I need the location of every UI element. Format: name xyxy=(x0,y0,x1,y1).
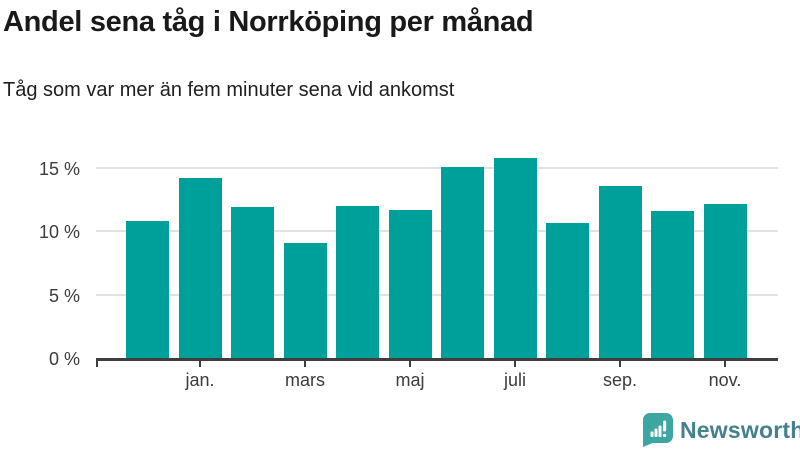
newsworthy-logo[interactable]: Newsworthy xyxy=(643,413,800,447)
x-axis-tick-sep. xyxy=(619,360,621,367)
bar-maj xyxy=(388,209,432,358)
x-axis-origin-tick xyxy=(96,360,98,367)
x-axis-label-jan.: jan. xyxy=(185,370,215,390)
x-axis-label-sep.: sep. xyxy=(602,370,638,390)
bar-nov. xyxy=(703,203,747,358)
bar-juni xyxy=(441,166,484,358)
bar-sep. xyxy=(598,185,642,358)
chart-subtitle: Tåg som var mer än fem minuter sena vid … xyxy=(3,79,455,101)
y-axis-label: 15 % xyxy=(38,159,80,180)
bar-okt. xyxy=(651,211,694,358)
y-axis-label: 5 % xyxy=(48,285,80,306)
x-axis-tick-juli xyxy=(514,360,516,367)
bar-apr. xyxy=(336,206,379,358)
x-axis-tick-jan. xyxy=(199,360,201,367)
x-axis-line xyxy=(96,358,778,361)
newsworthy-logo-icon xyxy=(643,413,673,447)
bar-jan. xyxy=(178,178,222,358)
gridline-10 xyxy=(96,230,778,233)
x-axis-tick-maj xyxy=(409,360,411,367)
x-axis-label-maj: maj xyxy=(395,370,425,390)
plot-area xyxy=(96,148,778,358)
bar-juli xyxy=(493,157,537,358)
newsworthy-logo-text: Newsworthy xyxy=(680,416,800,443)
x-axis-label-mars: mars xyxy=(285,370,325,390)
gridline-5 xyxy=(96,293,778,296)
bar-dec. xyxy=(126,221,169,358)
x-axis-tick-mars xyxy=(304,360,306,367)
x-axis-label-nov.: nov. xyxy=(708,370,742,390)
gridline-15 xyxy=(96,167,778,170)
bar-feb. xyxy=(231,207,274,358)
chart-title: Andel sena tåg i Norrköping per månad xyxy=(3,6,534,38)
y-axis-label: 0 % xyxy=(48,349,80,369)
bar-mars xyxy=(283,242,327,358)
x-axis-tick-nov. xyxy=(724,360,726,367)
x-axis-label-juli: juli xyxy=(503,370,526,390)
bar-aug. xyxy=(546,222,589,358)
y-axis-label: 10 % xyxy=(38,222,80,243)
